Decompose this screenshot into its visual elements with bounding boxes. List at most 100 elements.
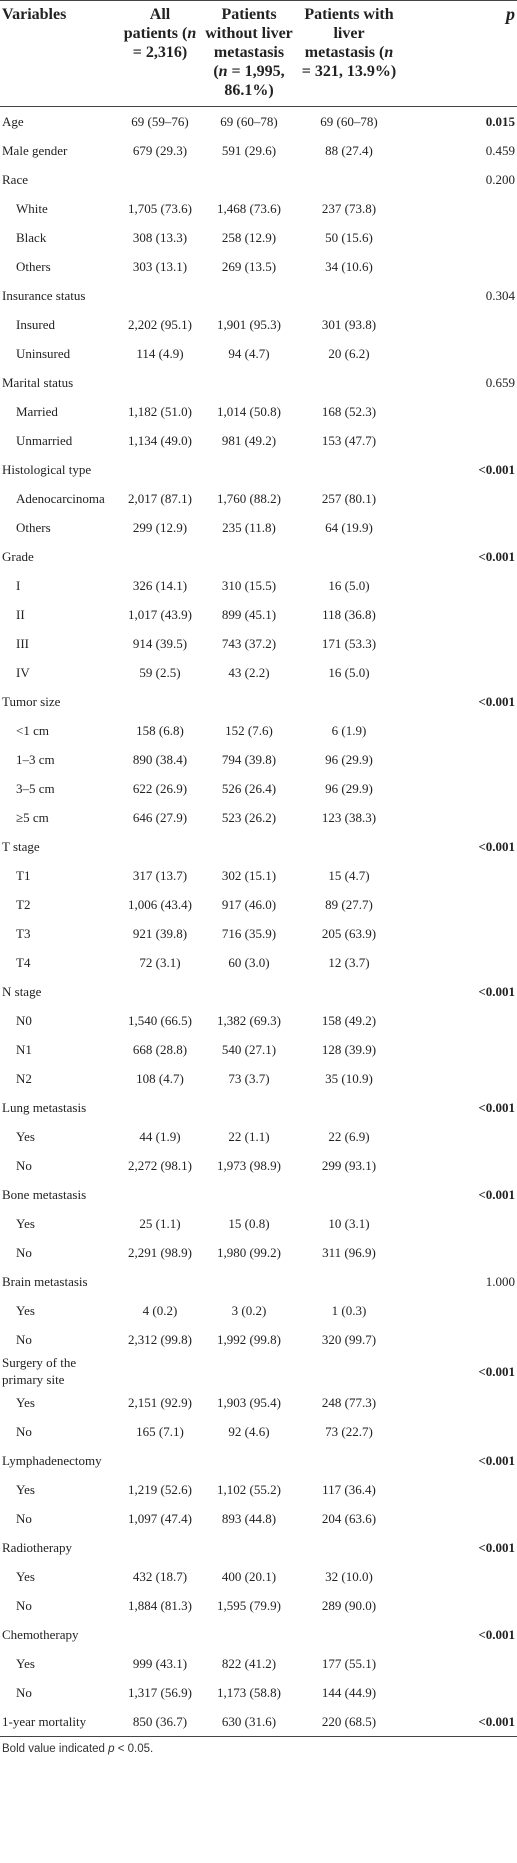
row-label: N stage — [2, 984, 42, 999]
value-cell: 1,540 (66.5) — [128, 1013, 192, 1028]
value-cell: 668 (28.8) — [132, 1042, 188, 1057]
value-cell: 822 (41.2) — [221, 1656, 277, 1671]
variable-row: Grade <0.001 — [0, 542, 517, 571]
value-cell: 679 (29.3) — [132, 143, 188, 158]
row-label: T1 — [16, 868, 31, 883]
sub-row: <1 cm 158 (6.8) 152 (7.6) 6 (1.9) — [0, 716, 517, 745]
value-cell: 118 (36.8) — [322, 607, 376, 622]
sub-row: III 914 (39.5) 743 (37.2) 171 (53.3) — [0, 629, 517, 658]
p-value — [402, 890, 517, 919]
sub-row: Yes 999 (43.1) 822 (41.2) 177 (55.1) — [0, 1649, 517, 1678]
value-cell: 269 (13.5) — [221, 259, 277, 274]
value-cell — [118, 1093, 202, 1122]
sub-row: Yes 432 (18.7) 400 (20.1) 32 (10.0) — [0, 1562, 517, 1591]
value-cell — [118, 1446, 202, 1475]
value-cell: 248 (77.3) — [321, 1395, 377, 1410]
p-value: 0.304 — [485, 288, 515, 303]
row-label: Uninsured — [16, 346, 71, 361]
value-cell: 1 (0.3) — [331, 1303, 367, 1318]
value-cell: 302 (15.1) — [221, 868, 277, 883]
row-label: No — [16, 1158, 32, 1173]
row-label: N0 — [16, 1013, 32, 1028]
value-cell: 289 (90.0) — [321, 1598, 377, 1613]
data-table: Variables All patients (n = 2,316) Patient… — [0, 0, 517, 1737]
p-value — [402, 745, 517, 774]
value-cell: 1,973 (98.9) — [217, 1158, 281, 1173]
row-label: T4 — [16, 955, 31, 970]
value-cell: 523 (26.2) — [221, 810, 277, 825]
p-value: <0.001 — [478, 1363, 515, 1379]
sub-row: T3 921 (39.8) 716 (35.9) 205 (63.9) — [0, 919, 517, 948]
p-value: 1.000 — [485, 1274, 515, 1289]
p-value — [402, 1649, 517, 1678]
value-cell: 743 (37.2) — [221, 636, 277, 651]
variable-row: Surgery of the primary site <0.001 — [0, 1354, 517, 1388]
row-label: <1 cm — [16, 723, 49, 738]
value-cell: 237 (73.8) — [321, 201, 377, 216]
row-label: No — [16, 1245, 32, 1260]
sub-row: White 1,705 (73.6) 1,468 (73.6) 237 (73.8) — [0, 194, 517, 223]
p-value — [402, 919, 517, 948]
value-cell — [118, 977, 202, 1006]
value-cell: 400 (20.1) — [221, 1569, 277, 1584]
row-label: No — [16, 1332, 32, 1347]
p-value — [402, 629, 517, 658]
p-value: <0.001 — [478, 462, 515, 477]
value-cell — [118, 455, 202, 484]
row-label: Others — [16, 520, 51, 535]
sub-row: Insured 2,202 (95.1) 1,901 (95.3) 301 (93.8… — [0, 310, 517, 339]
value-cell: 235 (11.8) — [222, 520, 276, 535]
value-cell: 890 (38.4) — [132, 752, 188, 767]
value-cell: 1,102 (55.2) — [217, 1482, 281, 1497]
p-value — [402, 1475, 517, 1504]
p-value — [402, 571, 517, 600]
value-cell: 310 (15.5) — [221, 578, 277, 593]
value-cell: 257 (80.1) — [321, 491, 377, 506]
p-value — [402, 658, 517, 687]
value-cell: 96 (29.9) — [325, 752, 373, 767]
p-value — [402, 774, 517, 803]
p-value — [402, 600, 517, 629]
value-cell: 117 (36.4) — [322, 1482, 376, 1497]
value-cell — [202, 1533, 296, 1562]
value-cell: 299 (12.9) — [132, 520, 188, 535]
row-label: Others — [16, 259, 51, 274]
value-cell: 69 (59–76) — [131, 114, 189, 129]
value-cell: 1,980 (99.2) — [217, 1245, 281, 1260]
value-cell: 15 (0.8) — [228, 1216, 270, 1231]
value-cell: 60 (3.0) — [228, 955, 270, 970]
value-cell: 893 (44.8) — [221, 1511, 277, 1526]
p-value — [402, 1035, 517, 1064]
value-cell — [202, 977, 296, 1006]
value-cell: 73 (22.7) — [325, 1424, 373, 1439]
value-cell — [202, 687, 296, 716]
sub-row: T4 72 (3.1) 60 (3.0) 12 (3.7) — [0, 948, 517, 977]
p-value: <0.001 — [478, 1100, 515, 1115]
p-value: <0.001 — [478, 1453, 515, 1468]
row-label: Race — [2, 172, 28, 187]
p-value — [402, 1064, 517, 1093]
variable-row: Radiotherapy <0.001 — [0, 1533, 517, 1562]
p-value — [402, 1122, 517, 1151]
p-value — [402, 1325, 517, 1354]
p-value — [402, 861, 517, 890]
row-label: Yes — [16, 1482, 35, 1497]
value-cell: 1,760 (88.2) — [217, 491, 281, 506]
p-value: 0.200 — [485, 172, 515, 187]
value-cell: 303 (13.1) — [132, 259, 188, 274]
value-cell: 69 (60–78) — [320, 114, 378, 129]
value-cell: 3 (0.2) — [231, 1303, 267, 1318]
value-cell — [118, 281, 202, 310]
value-cell: 1,097 (47.4) — [128, 1511, 192, 1526]
sub-row: Yes 4 (0.2) 3 (0.2) 1 (0.3) — [0, 1296, 517, 1325]
value-cell: 326 (14.1) — [132, 578, 188, 593]
value-cell: 16 (5.0) — [328, 578, 370, 593]
row-label: Radiotherapy — [2, 1540, 73, 1555]
row-label: Male gender — [2, 143, 68, 158]
value-cell: 981 (49.2) — [221, 433, 277, 448]
value-cell: 165 (7.1) — [136, 1424, 184, 1439]
value-cell — [202, 368, 296, 397]
row-label: Married — [16, 404, 58, 419]
value-cell — [296, 281, 402, 310]
value-cell: 1,134 (49.0) — [128, 433, 192, 448]
